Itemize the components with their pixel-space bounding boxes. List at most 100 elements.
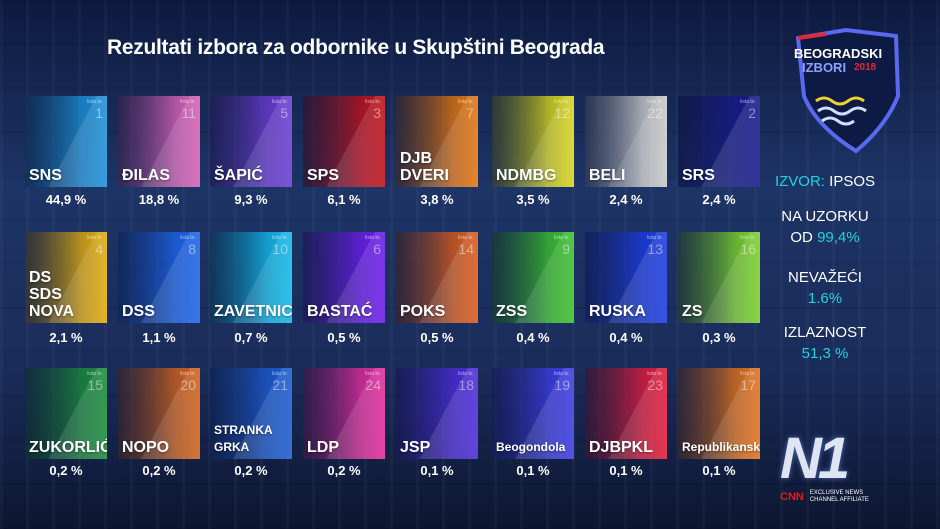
list-label: lista br. [272, 99, 288, 105]
party-percentage: 2,1 % [49, 330, 83, 345]
list-number: 22 [647, 105, 663, 121]
party-card: lista br. 7 DJB DVERI [396, 96, 478, 187]
party-percentage: 0,4 % [609, 330, 643, 345]
list-number: 11 [181, 105, 196, 121]
invalid-label: NEVAŽEĆI [788, 269, 862, 286]
party-name: DJBPKL [589, 439, 654, 456]
list-label: lista br. [272, 371, 288, 377]
party-name: Beogondola [496, 440, 566, 454]
party-percentage: 3,8 % [420, 192, 454, 207]
party-percentage: 0,2 % [234, 463, 268, 478]
sample-prefix: OD [790, 229, 813, 246]
list-number: 21 [272, 377, 288, 393]
cnn-logo: CNN [780, 491, 804, 503]
list-number: 7 [466, 105, 474, 121]
list-number: 16 [740, 241, 756, 257]
party-name: ŠAPIĆ [214, 167, 263, 184]
party-name: SRS [682, 167, 715, 184]
party-card: lista br. 4 DS SDS NOVA [25, 232, 107, 323]
list-label: lista br. [87, 99, 103, 105]
party-name: ZUKORLIĆ [29, 439, 107, 456]
invalid-value: 1.6% [807, 290, 843, 307]
party-card: lista br. 12 NDMBG [492, 96, 574, 187]
list-label: lista br. [365, 235, 381, 241]
list-number: 9 [562, 241, 570, 257]
party-percentage: 0,1 % [609, 463, 643, 478]
party-name: NOPO [122, 439, 170, 456]
party-percentage: 0,2 % [142, 463, 176, 478]
party-card: lista br. 23 DJBPKL [585, 368, 667, 459]
party-percentage: 18,8 % [138, 192, 180, 207]
party-card: lista br. 22 BELI [585, 96, 667, 187]
turnout-label: IZLAZNOST [783, 324, 867, 341]
party-card: lista br. 16 ZS [678, 232, 760, 323]
list-label: lista br. [87, 371, 103, 377]
list-number: 18 [458, 377, 474, 393]
sample-value: 99,4% [817, 229, 860, 246]
list-number: 1 [95, 105, 103, 121]
list-number: 20 [180, 377, 196, 393]
party-card: lista br. 18 JSP [396, 368, 478, 459]
party-name: BASTAĆ [307, 303, 373, 320]
party-name: BELI [589, 167, 626, 184]
party-name: STRANKA GRKA [214, 423, 273, 454]
party-percentage: 9,3 % [234, 192, 268, 207]
list-number: 17 [740, 377, 756, 393]
list-label: lista br. [554, 371, 570, 377]
party-card: lista br. 13 RUSKA [585, 232, 667, 323]
party-card: lista br. 20 NOPO [118, 368, 200, 459]
party-percentage: 1,1 % [142, 330, 176, 345]
party-name: DSS [122, 303, 155, 320]
source-value: IPSOS [829, 173, 876, 190]
party-name: ZSS [496, 303, 528, 320]
n1-tagline-1: EXCLUSIVE NEWS [809, 490, 864, 496]
list-label: lista br. [365, 99, 381, 105]
list-number: 15 [87, 377, 103, 393]
party-card: lista br. 21 STRANKA GRKA [210, 368, 292, 459]
party-percentage: 0,1 % [516, 463, 550, 478]
list-number: 12 [554, 105, 570, 121]
source-label: IZVOR: [774, 173, 825, 190]
party-card: lista br. 14 POKS [396, 232, 478, 323]
list-label: lista br. [458, 371, 474, 377]
turnout-value: 51,3 % [801, 345, 849, 362]
list-number: 19 [554, 377, 570, 393]
list-number: 4 [95, 241, 103, 257]
party-name: DJB DVERI [400, 150, 449, 184]
list-label: lista br. [554, 235, 570, 241]
party-percentage: 2,4 % [702, 192, 736, 207]
party-percentage: 0,3 % [702, 330, 736, 345]
party-name: DS SDS NOVA [29, 269, 75, 320]
list-number: 3 [373, 105, 381, 121]
list-label: lista br. [87, 235, 103, 241]
party-percentage: 0,2 % [49, 463, 83, 478]
list-number: 5 [280, 105, 288, 121]
party-name: ZAVETNICI [214, 303, 292, 320]
list-label: lista br. [365, 371, 381, 377]
list-label: lista br. [272, 235, 288, 241]
party-name: POKS [400, 303, 446, 320]
list-number: 23 [647, 377, 663, 393]
list-number: 24 [365, 377, 381, 393]
party-percentage: 0,5 % [420, 330, 454, 345]
list-label: lista br. [647, 371, 663, 377]
party-name: Republikanska [682, 440, 760, 454]
list-label: lista br. [180, 371, 196, 377]
list-label: lista br. [180, 235, 196, 241]
list-label: lista br. [647, 99, 663, 105]
page-title: Rezultati izbora za odbornike u Skupštin… [107, 36, 605, 59]
party-card: lista br. 8 DSS [118, 232, 200, 323]
list-label: lista br. [740, 235, 756, 241]
party-card: lista br. 11 ĐILAS [118, 96, 200, 187]
party-percentage: 0,1 % [420, 463, 454, 478]
list-number: 14 [458, 241, 474, 257]
party-card: lista br. 17 Republikanska [678, 368, 760, 459]
party-card: lista br. 3 SPS [303, 96, 385, 187]
list-label: lista br. [647, 235, 663, 241]
party-name: SPS [307, 167, 340, 184]
beogradski-izbori-logo: BEOGRADSKI IZBORI 2018 [776, 26, 926, 156]
party-name: SNS [29, 167, 62, 184]
party-card: lista br. 5 ŠAPIĆ [210, 96, 292, 187]
list-label: lista br. [458, 235, 474, 241]
party-name: ZS [682, 303, 703, 320]
